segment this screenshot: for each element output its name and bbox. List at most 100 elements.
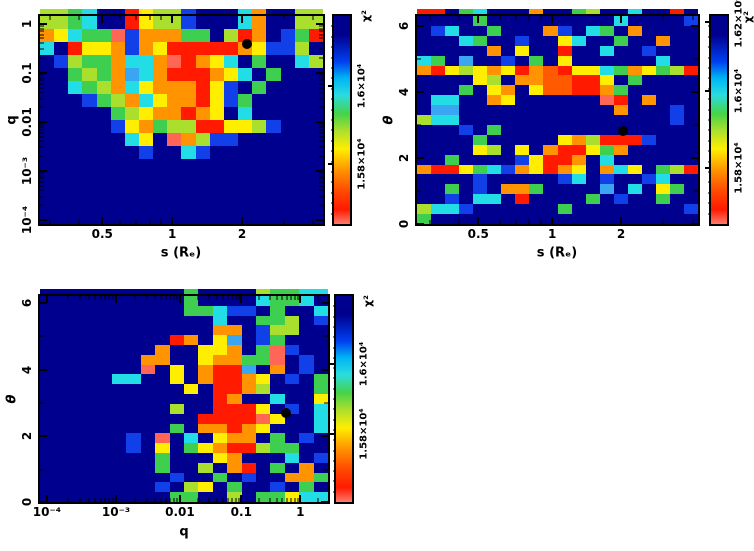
heatmap-cell <box>241 452 256 463</box>
heatmap-cell <box>280 68 295 81</box>
heatmap-cell <box>417 45 432 56</box>
heatmap-cell <box>270 452 285 463</box>
heatmap-cell <box>585 204 600 215</box>
heatmap-cell <box>223 172 239 185</box>
heatmap-cell <box>195 146 210 159</box>
colorbar-tick <box>331 57 334 59</box>
heatmap-cell <box>557 124 572 135</box>
heatmap-cell <box>599 144 614 155</box>
colorbar-tick <box>333 408 336 410</box>
heatmap-cell <box>140 305 156 316</box>
colorbar-tick <box>333 377 336 379</box>
heatmap-cell <box>543 124 558 135</box>
heatmap-cell <box>209 107 224 120</box>
colorbar-tick <box>331 171 334 173</box>
heatmap-cell <box>140 335 156 346</box>
tick-mark <box>40 30 44 32</box>
colorbar-tick <box>331 140 334 142</box>
heatmap-cell <box>313 364 328 375</box>
heatmap-cell <box>308 185 323 198</box>
x-tick-label: 10⁻⁴ <box>32 505 62 519</box>
tick-mark <box>241 217 244 224</box>
heatmap-cell <box>313 374 328 385</box>
tick-mark <box>240 495 243 502</box>
heatmap-cell <box>124 133 140 146</box>
heatmap-cell <box>529 25 544 36</box>
tick-mark <box>319 136 323 138</box>
tick-mark <box>216 296 218 300</box>
heatmap-cell <box>284 354 300 365</box>
heatmap-cell <box>445 184 460 195</box>
heatmap-cell <box>40 325 55 336</box>
heatmap-cell <box>223 29 239 42</box>
heatmap-cell <box>445 95 460 106</box>
tick-mark <box>45 495 48 502</box>
heatmap-cell <box>529 194 544 205</box>
heatmap-cell <box>241 289 256 294</box>
heatmap-cell <box>585 25 600 36</box>
heatmap-cell <box>571 25 586 36</box>
tick-mark <box>276 296 278 300</box>
heatmap-cell <box>459 124 474 135</box>
heatmap-cell <box>181 120 196 133</box>
heatmap-cell <box>266 172 281 185</box>
heatmap-cell <box>627 194 642 205</box>
heatmap-cell <box>431 134 446 145</box>
heatmap-cell <box>571 184 586 195</box>
heatmap-cell <box>445 45 460 56</box>
heatmap-cell <box>169 364 184 375</box>
heatmap-cell <box>655 35 670 46</box>
tick-mark <box>49 16 51 20</box>
heatmap-cell <box>181 172 196 185</box>
heatmap-cell <box>227 325 242 336</box>
heatmap-cell <box>198 482 213 493</box>
heatmap-cell <box>280 94 295 107</box>
tick-mark <box>319 146 323 148</box>
heatmap-cell <box>111 394 127 404</box>
heatmap-cell <box>140 452 156 463</box>
heatmap-cell <box>140 423 156 434</box>
heatmap-cell <box>313 433 328 444</box>
heatmap-cell <box>501 35 516 46</box>
heatmap-cell <box>97 364 112 375</box>
heatmap-cell <box>557 35 572 46</box>
tick-mark <box>319 132 323 134</box>
tick-mark <box>319 189 323 191</box>
tick-mark <box>551 16 554 23</box>
tick-mark <box>319 48 323 50</box>
heatmap-cell <box>599 134 614 145</box>
heatmap-cell <box>543 65 558 76</box>
heatmap-cell <box>417 25 432 36</box>
tick-mark <box>88 498 90 502</box>
heatmap-cell <box>255 413 271 424</box>
heatmap-cell <box>669 55 684 66</box>
heatmap-cell <box>241 492 256 502</box>
heatmap-cell <box>110 211 125 224</box>
heatmap-cell <box>683 55 698 66</box>
heatmap-cell <box>124 146 140 159</box>
heatmap-cell <box>529 144 544 155</box>
heatmap-cell <box>613 85 628 96</box>
colorbar-tick <box>333 491 336 493</box>
heatmap-cell <box>198 289 213 294</box>
heatmap-q-vs-s: 0.5 1 2 1 0.1 0.01 10⁻³ 10⁻⁴ <box>20 14 325 241</box>
heatmap-cell <box>153 120 168 133</box>
heatmap-cell <box>487 16 502 26</box>
heatmap-cell <box>126 296 141 306</box>
colorbar-tick <box>331 150 334 152</box>
x-tick-label: 1 <box>547 227 557 241</box>
tick-mark <box>515 220 517 224</box>
heatmap-cell <box>641 154 656 165</box>
heatmap-cell <box>299 472 314 483</box>
heatmap-cell <box>195 185 210 198</box>
heatmap-cell <box>599 16 614 26</box>
heatmap-cell <box>111 315 127 326</box>
tick-mark <box>319 175 323 177</box>
heatmap-cell <box>68 345 84 355</box>
heatmap-cell <box>111 482 127 493</box>
heatmap-cell <box>599 9 614 14</box>
heatmap-cell <box>655 154 670 165</box>
heatmap-cell <box>155 296 170 306</box>
heatmap-cell <box>627 9 642 14</box>
heatmap-cell <box>212 325 228 336</box>
